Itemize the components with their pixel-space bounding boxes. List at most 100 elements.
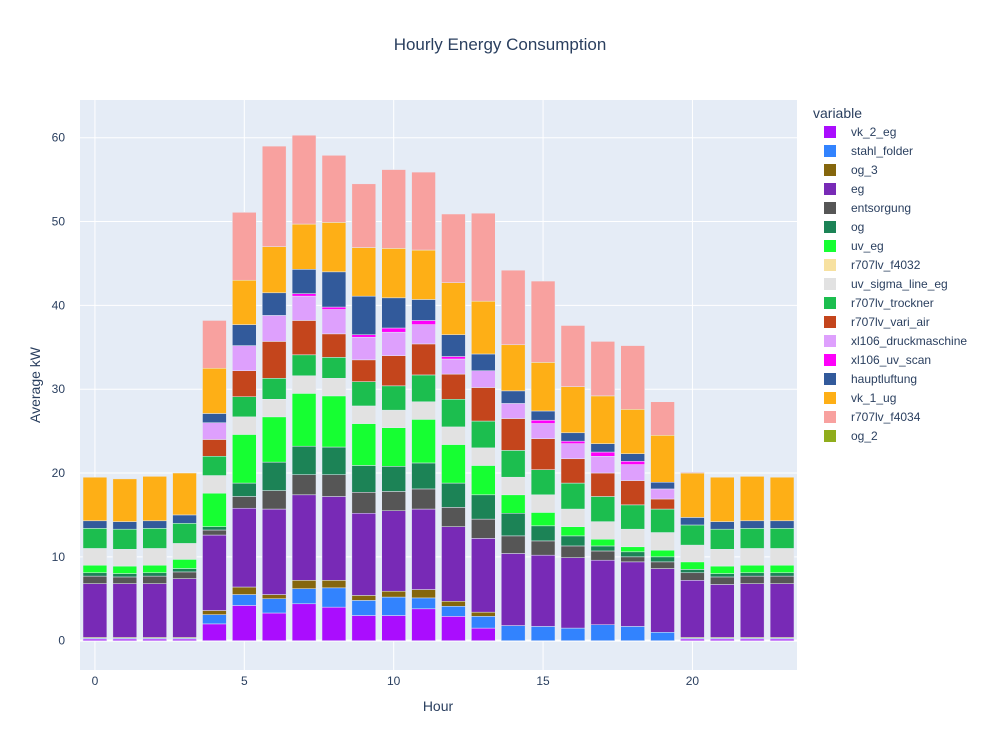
bar-segment [321,395,347,448]
bar-segment [82,572,108,577]
legend-entry: entsorgung [851,201,911,215]
bar-segment [261,416,287,463]
bar-segment [441,426,466,445]
bar-segment [590,550,616,561]
bar-segment [291,375,317,394]
bar-segment [82,476,108,522]
bar-segment [202,367,227,414]
bar-segment [232,279,257,325]
bar-segment [261,461,287,491]
bar-segment [411,597,436,610]
bar-segment [471,494,496,520]
legend-swatch [824,297,836,309]
bar-segment [381,596,406,616]
bar-segment [530,423,556,439]
bar-segment [620,551,645,558]
legend-swatch [824,392,836,404]
bar-segment [291,494,317,581]
bar-segment [291,223,317,270]
bar-segment [411,419,436,464]
bar-segment [351,295,377,335]
chart-title: Hourly Energy Consumption [394,35,607,54]
bar-segment [560,627,586,641]
bar-segment [590,624,616,641]
bar-segment [441,507,466,527]
bar-segment [650,498,675,510]
bar-segment [710,584,735,638]
bar-segment [680,471,705,474]
bar-segment [620,461,645,465]
bar-segment [590,341,616,397]
bar-segment [381,409,406,429]
legend-swatch [824,316,836,328]
bar-segment [232,345,257,371]
bar-segment [261,594,287,600]
bar-segment [142,575,167,584]
bar-segment [650,488,675,500]
bar-segment [769,476,795,522]
legend-title: variable [813,105,862,121]
bar-segment [530,438,556,470]
bar-segment [500,418,526,451]
bar-segment [112,478,138,522]
bar-segment [351,359,377,382]
bar-segment [232,594,257,606]
bar-segment [530,525,556,542]
legend-swatch [824,164,836,176]
bar-segment [500,625,526,641]
bar-segment [530,540,556,556]
legend-swatch [824,354,836,366]
bar-segment [291,588,317,605]
bar-segment [500,390,526,404]
axes: 0 10 20 30 40 50 60 0 5 10 15 20 [52,131,700,688]
bar-segment [291,293,317,297]
bar-segment [530,280,556,363]
bar-segment [590,472,616,497]
bar-segment [620,409,645,454]
bar-segment [321,606,347,641]
x-tick-label: 5 [241,674,248,688]
bar-segment [739,572,765,577]
legend-swatch [824,411,836,423]
bar-segment [560,545,586,558]
bar-segment [710,565,735,574]
bar-segment [112,565,138,574]
bar-segment [590,456,616,474]
bar-segment [769,583,795,638]
bar-segment [739,638,765,641]
bar-segment [261,612,287,641]
bar-segment [680,524,705,546]
x-axis-title: Hour [423,698,454,714]
bar-segment [769,564,795,574]
bar-segment [650,632,675,641]
bar-segment [291,320,317,356]
y-tick-label: 60 [52,131,66,145]
legend-entry: og_2 [851,429,878,443]
y-tick-label: 0 [58,634,65,648]
bar-segment [202,422,227,440]
bar-segment [381,510,406,592]
legend-swatch [824,259,836,271]
bar-segment [560,508,586,527]
bar-segment [411,608,436,641]
bar-segment [291,474,317,496]
bar-segment [620,480,645,506]
legend: variable vk_2_eg stahl_folder og_3eg entsor… [813,105,967,443]
bar-segment [202,610,227,615]
bar-segment [291,269,317,294]
bar-segment [739,520,765,529]
bar-segment [381,297,406,329]
bar-segment [142,548,167,566]
bar-segment [650,481,675,490]
bar-segment [560,325,586,387]
bar-segment [411,343,436,376]
bar-segment [560,535,586,547]
x-tick-label: 0 [92,674,99,688]
bar-segment [381,466,406,492]
bar-segment [620,626,645,641]
bar-segment [172,523,197,544]
bar-segment [530,626,556,641]
bar-segment [261,341,287,379]
bar-segment [620,561,645,627]
bar-segment [590,395,616,444]
